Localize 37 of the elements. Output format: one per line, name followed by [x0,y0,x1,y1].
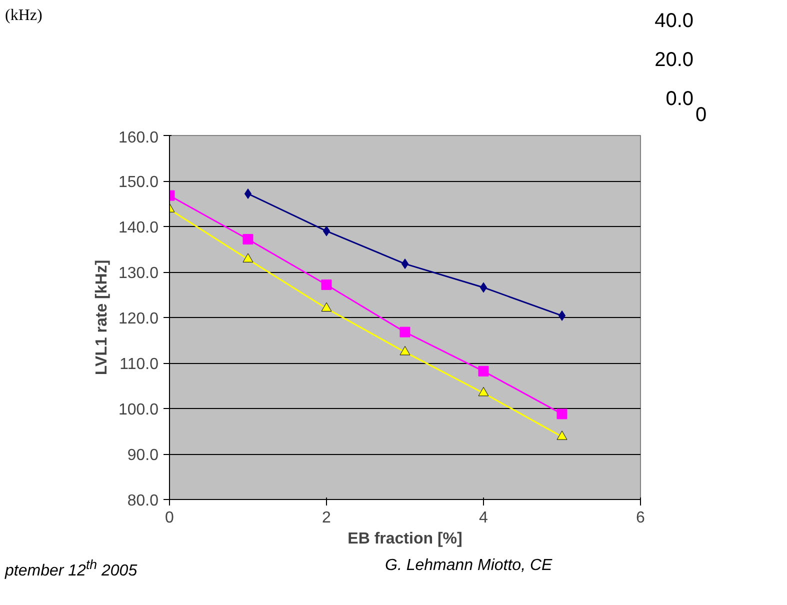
x-tick-label: 2 [322,510,332,526]
text: 40.0 [654,10,694,32]
point [321,302,332,312]
y-tick-label: 120.0 [118,310,159,328]
point [480,282,488,293]
point [558,310,566,321]
x-tick-label: 6 [636,510,646,526]
point [242,234,254,244]
point [400,326,410,338]
point [478,387,489,396]
y-tick-label: 160.0 [118,130,159,146]
y-tick-label: 80.0 [127,492,159,510]
y-tick-label: 100.0 [118,402,159,418]
point [242,253,254,262]
point [556,408,568,420]
point [556,430,568,440]
text: (kHz) [5,6,42,26]
y-tick-label: 90.0 [127,447,159,464]
text: 20.0 [654,49,694,71]
x-tick-label: 4 [479,510,488,526]
text: ptember 12$^{th}$ 2005 [5,556,138,582]
x-tick-label: 0 [165,510,174,526]
point [401,258,409,270]
text: 0.0 [666,88,694,110]
y-axis-title: LVL1 rate [kHz] [93,260,110,376]
text: G. Lehmann Miotto, CE [385,556,552,576]
y-tick-label: 140.0 [118,220,159,236]
point [322,226,330,236]
text: 0 [695,104,707,126]
y-tick-label: 150.0 [118,174,159,191]
point [321,279,332,290]
point [400,346,410,356]
y-tick-label: 130.0 [118,265,159,282]
point [244,188,252,199]
x-axis-title: EB fraction [%] [348,530,462,548]
point [478,366,489,376]
y-tick-label: 110.0 [120,356,159,373]
